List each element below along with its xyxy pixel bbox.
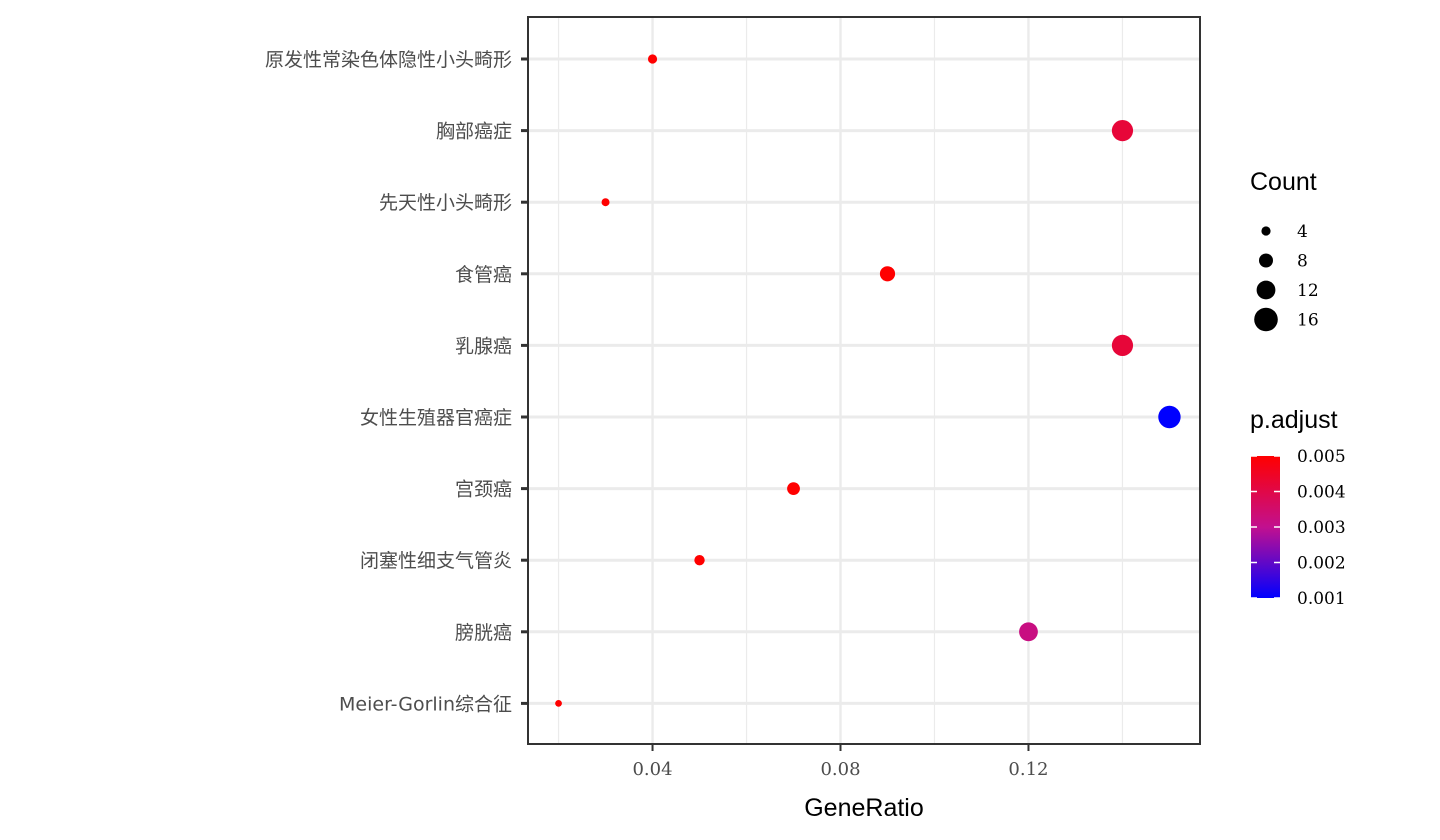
- count-legend: Count 4 8 12 16: [1250, 168, 1319, 332]
- data-point: [647, 54, 658, 64]
- y-tick-label: 宫颈癌: [455, 479, 512, 501]
- count-legend-label: 16: [1297, 311, 1319, 331]
- y-tick-label: 乳腺癌: [455, 335, 512, 357]
- y-tick-label: 胸部癌症: [436, 121, 512, 143]
- y-tick-label: 女性生殖器官癌症: [360, 407, 512, 429]
- data-point: [879, 266, 896, 282]
- count-legend-label: 4: [1297, 222, 1308, 242]
- y-tick-label: Meier-Gorlin综合征: [339, 693, 512, 715]
- y-tick-label: 食管癌: [455, 264, 512, 286]
- padjust-legend-title: p.adjust: [1250, 406, 1338, 434]
- count-legend-title: Count: [1250, 168, 1317, 196]
- padjust-legend-label: 0.004: [1297, 483, 1346, 503]
- data-point: [555, 700, 562, 707]
- data-point: [787, 482, 800, 495]
- data-points: [555, 54, 1181, 707]
- padjust-legend-label: 0.002: [1297, 554, 1346, 574]
- y-tick-label: 闭塞性细支气管炎: [360, 550, 512, 572]
- y-tick-label: 原发性常染色体隐性小头畸形: [265, 49, 512, 71]
- x-tick-label: 0.12: [1008, 759, 1048, 780]
- padjust-legend-label: 0.005: [1297, 447, 1346, 467]
- data-point: [1158, 405, 1181, 429]
- x-tick-label: 0.04: [632, 759, 672, 780]
- y-tick-label: 膀胱癌: [455, 622, 512, 644]
- count-legend-key: [1256, 280, 1276, 300]
- data-point: [1111, 334, 1134, 356]
- y-axis: 原发性常染色体隐性小头畸形胸部癌症先天性小头畸形食管癌乳腺癌女性生殖器官癌症宫颈…: [265, 49, 528, 715]
- grid-lines: [528, 17, 1200, 744]
- count-legend-key: [1261, 226, 1271, 236]
- x-tick-label: 0.08: [820, 759, 860, 780]
- data-point: [1019, 622, 1038, 642]
- count-legend-label: 8: [1297, 252, 1308, 272]
- x-axis: 0.04 0.08 0.12: [632, 744, 1049, 780]
- data-point: [601, 198, 610, 207]
- padjust-legend-label: 0.003: [1297, 518, 1346, 538]
- plot-panel: [527, 16, 1201, 745]
- data-point: [694, 555, 705, 566]
- padjust-legend-label: 0.001: [1297, 589, 1346, 609]
- count-legend-label: 12: [1297, 281, 1319, 301]
- count-legend-key: [1254, 307, 1278, 332]
- y-tick-label: 先天性小头畸形: [379, 192, 512, 214]
- padjust-legend: p.adjust 0.005 0.004 0.003 0.002 0.001: [1250, 406, 1346, 609]
- data-point: [1111, 120, 1134, 142]
- count-legend-key: [1259, 253, 1273, 268]
- x-axis-title: GeneRatio: [804, 794, 924, 822]
